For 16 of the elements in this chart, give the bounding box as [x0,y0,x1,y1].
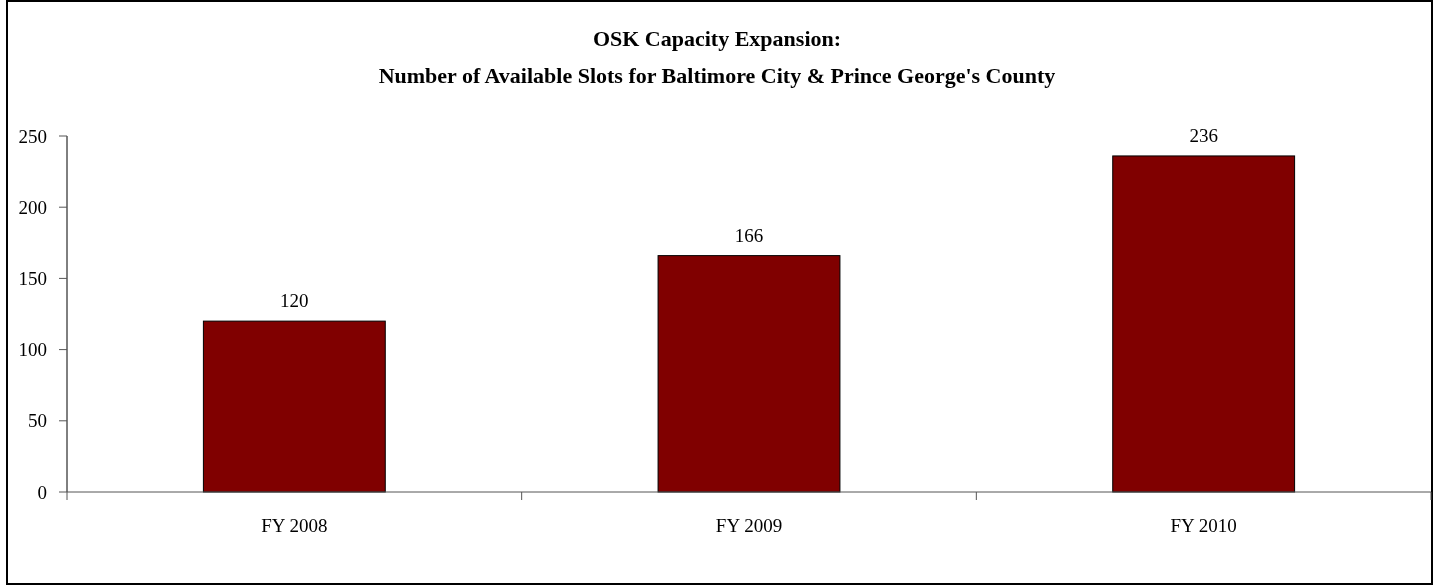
data-label: 166 [734,224,764,246]
y-tick-label: 250 [18,125,47,147]
y-tick-label: 150 [18,268,47,290]
bar [1112,155,1296,493]
chart-title: OSK Capacity Expansion: Number of Available Slots for Baltimore City & Prince George's County [378,26,1056,88]
y-tick-label: 100 [18,339,47,361]
x-tick-label: FY 2010 [1170,515,1237,536]
y-tick-label: 0 [37,481,47,503]
y-tick-label: 50 [28,410,47,432]
bar [202,320,386,493]
x-tick-label: FY 2009 [715,515,783,536]
data-label: 120 [280,290,309,312]
bar [657,255,841,493]
x-tick-label: FY 2008 [261,515,328,536]
data-label: 236 [1189,124,1218,146]
y-tick-label: 200 [18,196,47,218]
